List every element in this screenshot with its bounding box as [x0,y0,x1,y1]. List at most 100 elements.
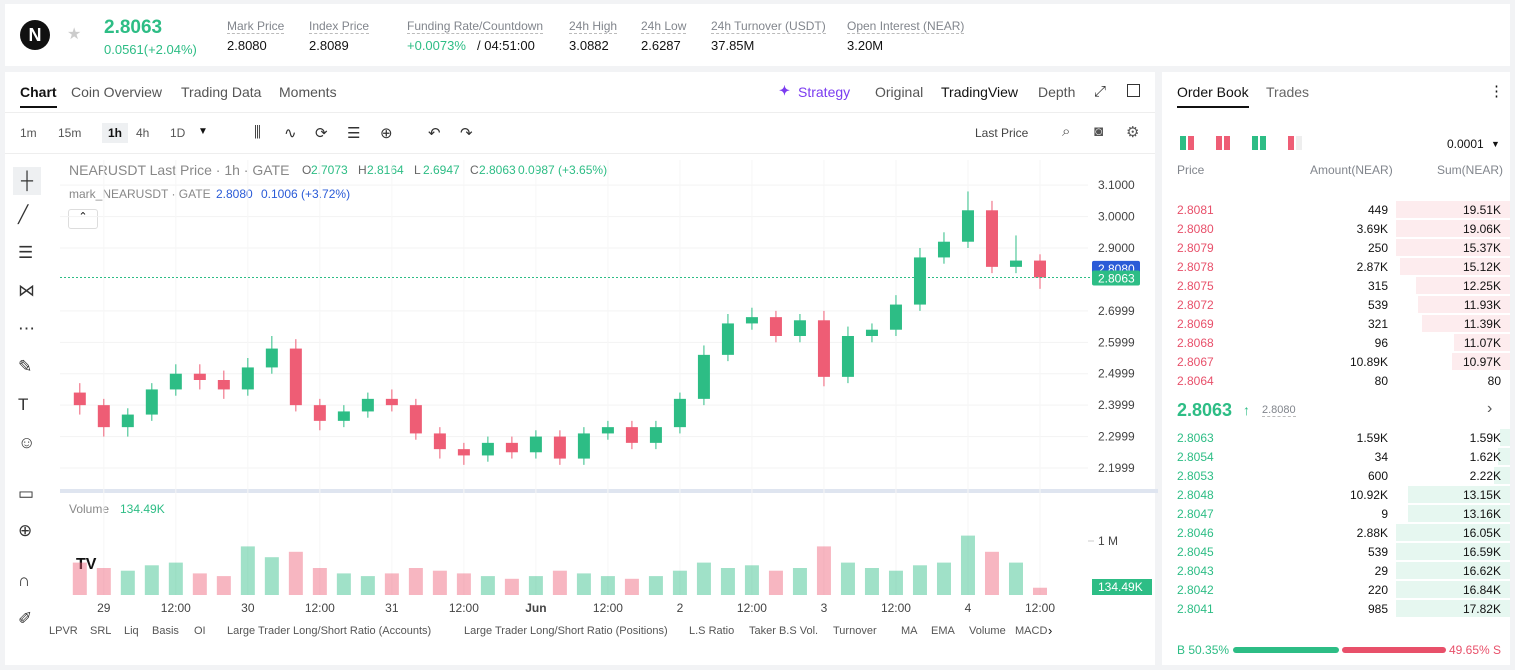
indicator[interactable]: Basis [152,625,179,637]
toolbar-icon[interactable]: ⊕ [380,125,393,142]
book-row[interactable]: 2.8048 10.92K 13.15K [1162,485,1510,504]
book-row[interactable]: 2.8053 600 2.22K [1162,466,1510,485]
view-option[interactable]: Strategy [798,84,851,100]
book-row[interactable]: 2.8072 539 11.93K [1162,295,1510,314]
indicator[interactable]: OI [194,625,206,637]
tab[interactable]: Trading Data [181,84,262,100]
expand-arrow[interactable]: › [1487,400,1493,417]
price-source[interactable]: Last Price [975,126,1029,140]
indicator[interactable]: SRL [90,625,112,637]
book-row[interactable]: 2.8063 1.59K 1.59K [1162,428,1510,447]
book-row[interactable]: 2.8079 250 15.37K [1162,238,1510,257]
tab[interactable]: Chart [20,84,57,108]
ob-tab[interactable]: Order Book [1177,84,1249,108]
book-row[interactable]: 2.8075 315 12.25K [1162,276,1510,295]
tab[interactable]: Moments [279,84,337,100]
indicator[interactable]: Turnover [833,625,877,637]
candle-body [1009,260,1022,267]
interval[interactable]: 1m [20,126,37,140]
drawing-tool[interactable]: ⋯ [18,319,35,338]
last-price: 2.8063 [104,17,163,38]
layout-icon[interactable] [1224,136,1230,150]
toolbar-icon[interactable]: ☰ [347,125,361,142]
book-row[interactable]: 2.8064 80 80 [1162,371,1510,390]
toolbar-icon[interactable]: ⚙ [1126,124,1140,141]
view-option[interactable]: Depth [1038,84,1076,100]
drawing-tool[interactable]: ▭ [18,484,35,503]
interval[interactable]: 1D [170,126,186,140]
indicator[interactable]: Liq [124,625,139,637]
layout-icon[interactable] [1288,136,1294,150]
drawing-tool[interactable]: T [18,395,29,414]
layout-icon[interactable] [1252,136,1258,150]
volume-bar [120,570,135,595]
stat-label: 24h High [569,19,618,34]
ob-tab[interactable]: Trades [1266,84,1310,100]
interval[interactable]: 1h [102,123,129,143]
toolbar-icon[interactable]: ↶ [428,125,441,142]
indicator[interactable]: Large Trader Long/Short Ratio (Positions… [464,625,668,637]
book-row[interactable]: 2.8080 3.69K 19.06K [1162,219,1510,238]
indicator[interactable]: Volume [969,625,1006,637]
book-row[interactable]: 2.8043 29 16.62K [1162,561,1510,580]
book-row[interactable]: 2.8069 321 11.39K [1162,314,1510,333]
layout-icon[interactable] [1180,136,1186,150]
book-row[interactable]: 2.8078 2.87K 15.12K [1162,257,1510,276]
book-row[interactable]: 2.8054 34 1.62K [1162,447,1510,466]
expand-icon[interactable]: ⤢ [1094,83,1107,100]
book-row[interactable]: 2.8067 10.89K 10.97K [1162,352,1510,371]
indicator[interactable]: Taker B.S Vol. [749,625,819,637]
layout-icon[interactable] [1216,136,1222,150]
book-cell: 321 [1367,317,1388,331]
view-option[interactable]: Original [875,84,924,100]
layout-icon[interactable] [1188,136,1194,150]
volume-bar [456,573,471,595]
toolbar-icon[interactable]: ⫼ [254,124,261,141]
tab[interactable]: Coin Overview [71,84,163,100]
indicator[interactable]: MA [901,625,918,637]
toolbar-icon[interactable]: ⌕ [1062,123,1071,140]
layout-icon[interactable] [1296,136,1302,150]
drawing-tool[interactable]: ╱ [18,205,29,224]
window-icon[interactable] [1127,84,1140,97]
indicator[interactable]: LPVR [49,625,78,637]
indicator[interactable]: L.S Ratio [689,625,735,637]
book-row[interactable]: 2.8081 449 19.51K [1162,200,1510,219]
precision[interactable]: 0.0001 [1447,137,1484,151]
volume-bar [744,565,759,595]
book-row[interactable]: 2.8046 2.88K 16.05K [1162,523,1510,542]
interval[interactable]: 15m [58,126,82,140]
y-tick-label: 3.0000 [1098,210,1135,224]
book-row[interactable]: 2.8042 220 16.84K [1162,580,1510,599]
drawing-tool[interactable]: ⋈ [18,281,35,300]
view-option[interactable]: TradingView [941,84,1019,100]
book-cell: 2.8081 [1177,203,1214,217]
book-cell: 2.8047 [1177,507,1214,521]
book-row[interactable]: 2.8047 9 13.16K [1162,504,1510,523]
tv-logo: TV [76,556,97,573]
toolbar-icon[interactable]: ∿ [284,125,297,142]
drawing-tool[interactable]: ✎ [18,357,33,376]
indicator[interactable]: EMA [931,625,955,637]
drawing-tool[interactable]: ⊕ [18,521,33,540]
toolbar-icon[interactable]: ↷ [460,125,473,142]
candle-body [721,323,734,355]
drawing-tool[interactable]: ✐ [18,609,33,628]
indicator[interactable]: Large Trader Long/Short Ratio (Accounts) [227,625,432,637]
volume-bar [1032,587,1047,595]
book-row[interactable]: 2.8041 985 17.82K [1162,599,1510,618]
book-row[interactable]: 2.8068 96 11.07K [1162,333,1510,352]
drawing-tool[interactable]: ☰ [18,243,34,262]
dropdown-arrow: ▼ [198,126,208,137]
interval[interactable]: 4h [136,126,150,140]
toolbar-icon[interactable]: ⟳ [315,125,328,142]
drawing-tool[interactable]: ┼ [13,167,42,195]
drawing-tool[interactable]: ∩ [18,571,31,590]
book-row[interactable]: 2.8045 539 16.59K [1162,542,1510,561]
layout-icon[interactable] [1260,136,1266,150]
drawing-tool[interactable]: ☺ [18,433,36,452]
favorite-star[interactable]: ★ [67,26,82,43]
toolbar-icon[interactable]: ◙ [1094,123,1104,140]
indicator[interactable]: MACD [1015,625,1048,637]
menu-icon[interactable]: ⋮ [1489,83,1504,100]
